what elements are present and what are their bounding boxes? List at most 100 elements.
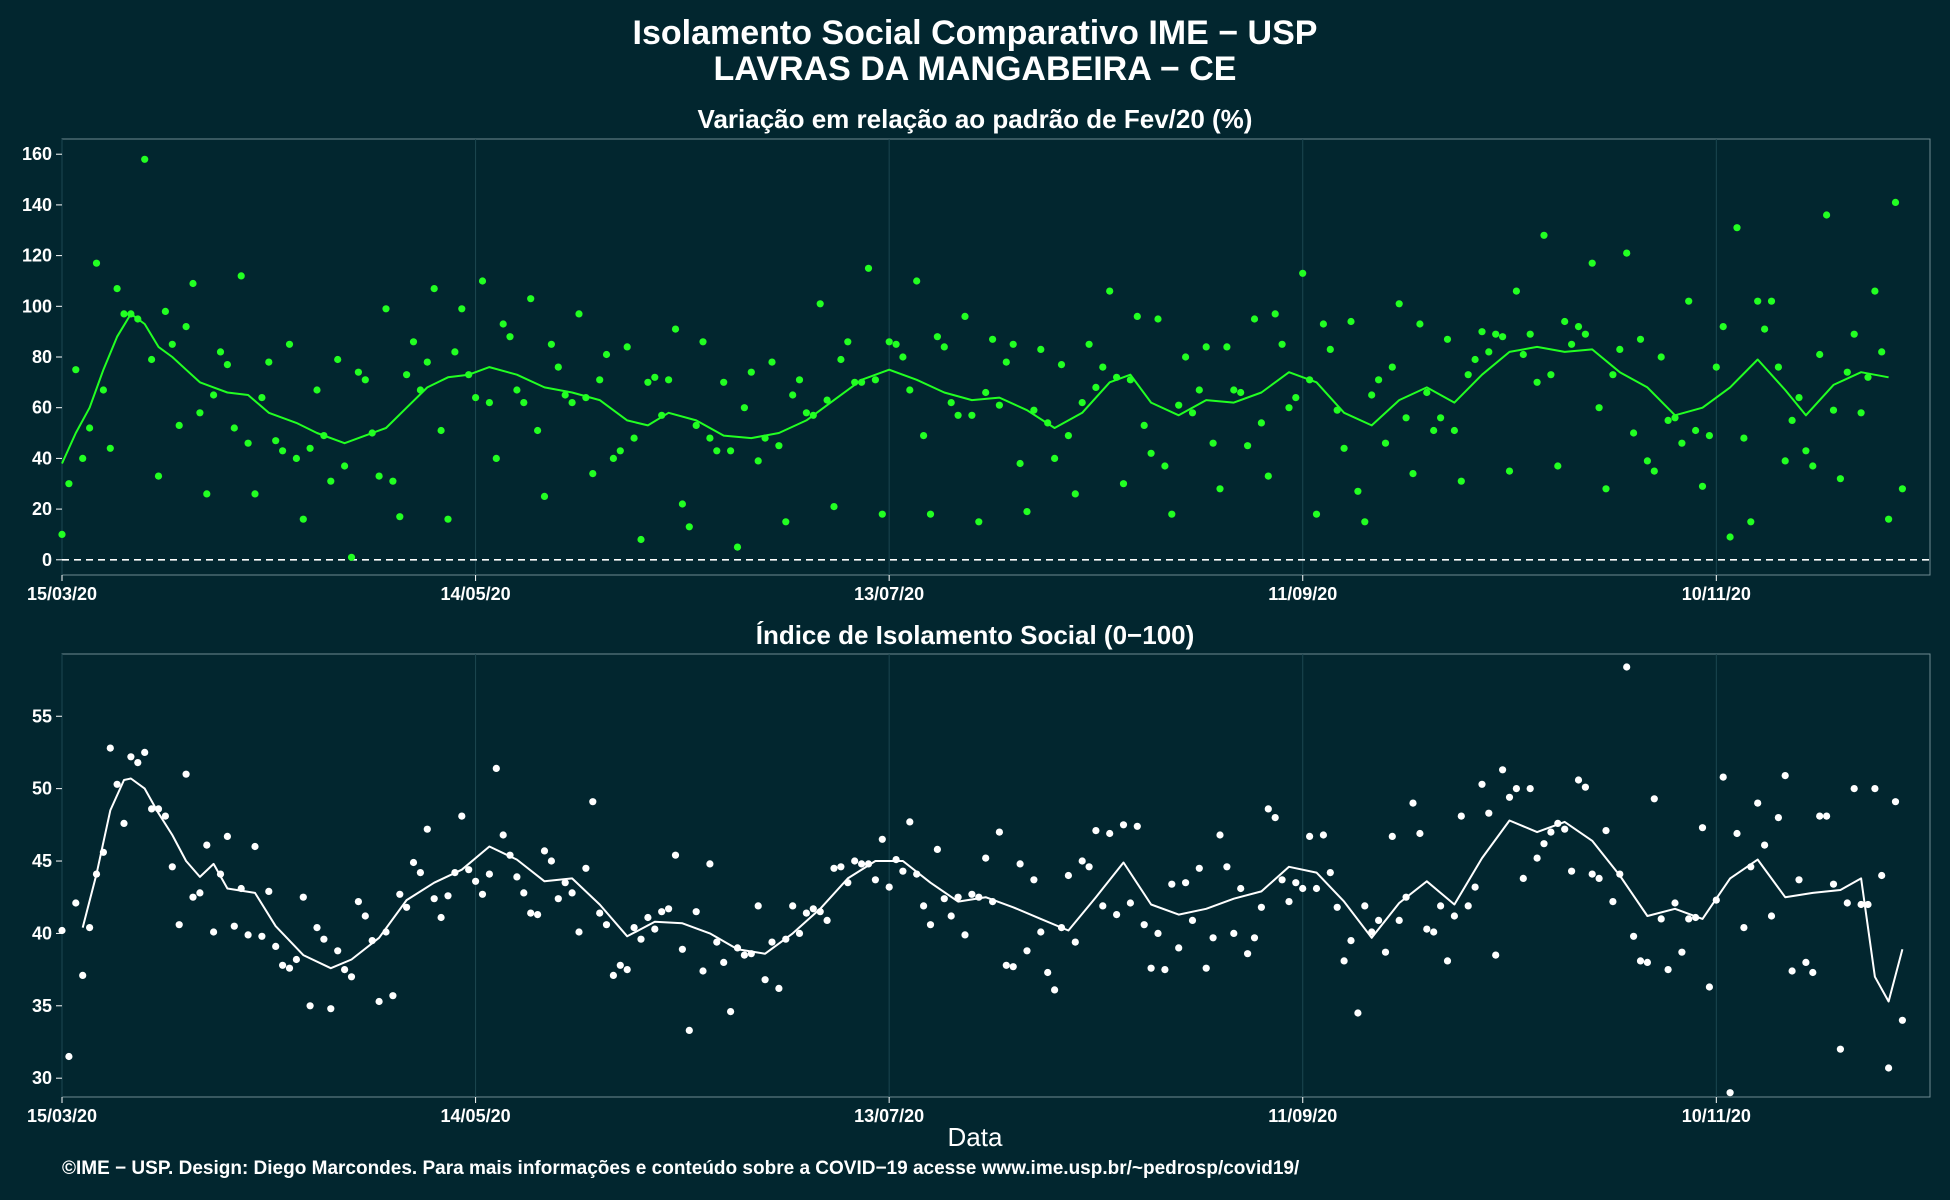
isolation-data-point <box>506 851 514 859</box>
variation-data-point <box>1037 345 1045 353</box>
variation-data-point <box>1299 269 1307 277</box>
isolation-data-point <box>354 898 362 906</box>
isolation-data-point <box>1809 968 1817 977</box>
isolation-data-point <box>713 938 721 946</box>
isolation-data-point <box>203 841 211 849</box>
variation-data-point <box>58 530 66 539</box>
isolation-data-point <box>1650 795 1658 803</box>
variation-data-point <box>320 432 328 440</box>
variation-data-point <box>1891 198 1900 206</box>
variation-data-point <box>575 310 583 318</box>
isolation-data-point <box>1554 819 1562 828</box>
isolation-data-point <box>141 748 149 757</box>
isolation-data-point <box>947 912 955 920</box>
variation-data-point <box>1740 434 1748 442</box>
variation-data-point <box>706 434 714 442</box>
isolation-data-point <box>1388 832 1396 841</box>
variation-data-point <box>644 378 652 386</box>
variation-data-point <box>837 355 845 364</box>
isolation-data-point <box>341 966 349 974</box>
isolation-data-point <box>685 1026 693 1034</box>
isolation-data-point <box>299 893 307 901</box>
isolation-data-point <box>106 744 114 752</box>
variation-data-point <box>148 355 156 364</box>
variation-data-point <box>1526 330 1534 338</box>
variation-data-point <box>692 421 700 429</box>
isolation-data-point <box>396 890 404 898</box>
variation-data-point <box>513 386 521 394</box>
variation-data-point <box>968 411 976 419</box>
isolation-data-point <box>864 860 873 868</box>
isolation-data-point <box>823 916 831 925</box>
isolation-data-point <box>1133 822 1141 830</box>
variation-data-point <box>651 373 659 381</box>
variation-y-tick-label: 120 <box>22 246 52 266</box>
variation-data-point <box>1319 320 1327 328</box>
variation-data-point <box>92 259 101 267</box>
isolation-data-point <box>1064 871 1072 880</box>
isolation-data-point <box>1278 876 1286 884</box>
variation-data-point <box>1133 312 1141 320</box>
variation-data-point <box>1430 426 1438 435</box>
variation-x-tick-label: 11/09/20 <box>1268 584 1337 604</box>
isolation-data-point <box>430 895 438 903</box>
isolation-data-point <box>837 863 845 871</box>
isolation-x-tick-label: 10/11/20 <box>1682 1106 1751 1126</box>
isolation-data-point <box>1898 1016 1906 1024</box>
isolation-data-point <box>637 935 645 943</box>
isolation-data-point <box>1485 809 1493 817</box>
isolation-data-point <box>926 921 935 929</box>
isolation-data-point <box>216 870 225 878</box>
variation-data-point <box>423 358 431 366</box>
variation-data-point <box>954 411 962 419</box>
variation-data-point <box>527 295 535 303</box>
variation-data-point <box>1754 297 1762 305</box>
isolation-data-point <box>65 1052 73 1061</box>
variation-data-point <box>1574 323 1583 331</box>
variation-data-point <box>616 447 624 455</box>
variation-data-point <box>816 300 824 308</box>
variation-data-point <box>665 376 673 384</box>
isolation-data-point <box>79 971 87 980</box>
variation-data-point <box>1864 373 1872 381</box>
variation-data-point <box>72 366 80 374</box>
variation-data-point <box>368 429 376 437</box>
isolation-data-point <box>858 860 866 868</box>
isolation-data-point <box>989 898 997 906</box>
isolation-data-point <box>1616 870 1624 878</box>
isolation-data-point <box>968 890 976 898</box>
isolation-data-point <box>1636 957 1645 965</box>
isolation-data-point <box>782 935 790 943</box>
isolation-data-point <box>913 870 921 878</box>
variation-data-point <box>727 447 735 455</box>
variation-data-point <box>1850 330 1858 338</box>
isolation-data-point <box>1326 869 1334 877</box>
isolation-data-point <box>251 842 259 851</box>
isolation-data-point <box>768 938 776 946</box>
isolation-data-point <box>871 876 880 884</box>
isolation-data-point <box>830 864 838 872</box>
isolation-y-tick-label: 35 <box>32 996 52 1016</box>
variation-data-point <box>1285 404 1293 412</box>
isolation-data-point <box>347 973 356 981</box>
variation-data-point <box>885 338 893 346</box>
isolation-data-point <box>1044 968 1052 977</box>
isolation-data-point <box>844 879 852 887</box>
isolation-data-point <box>1836 1045 1844 1053</box>
isolation-data-point <box>1051 986 1059 994</box>
isolation-data-point <box>72 899 80 907</box>
isolation-data-point <box>961 931 969 939</box>
variation-y-tick-label: 20 <box>32 499 52 519</box>
isolation-data-point <box>1306 832 1314 841</box>
variation-data-point <box>1499 333 1507 341</box>
isolation-data-point <box>671 851 680 859</box>
isolation-data-point <box>1609 898 1617 906</box>
variation-data-point <box>1147 449 1155 457</box>
isolation-data-point <box>444 892 452 900</box>
isolation-data-point <box>113 780 121 788</box>
variation-data-point <box>1857 409 1865 417</box>
variation-data-point <box>1168 510 1176 518</box>
variation-data-point <box>1312 510 1321 518</box>
